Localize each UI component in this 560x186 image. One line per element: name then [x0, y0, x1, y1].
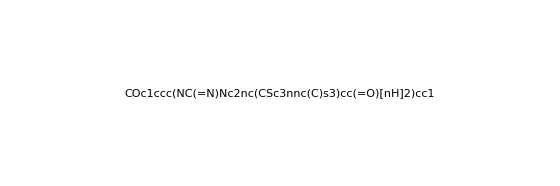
Text: COc1ccc(NC(=N)Nc2nc(CSc3nnc(C)s3)cc(=O)[nH]2)cc1: COc1ccc(NC(=N)Nc2nc(CSc3nnc(C)s3)cc(=O)[…: [125, 88, 435, 98]
